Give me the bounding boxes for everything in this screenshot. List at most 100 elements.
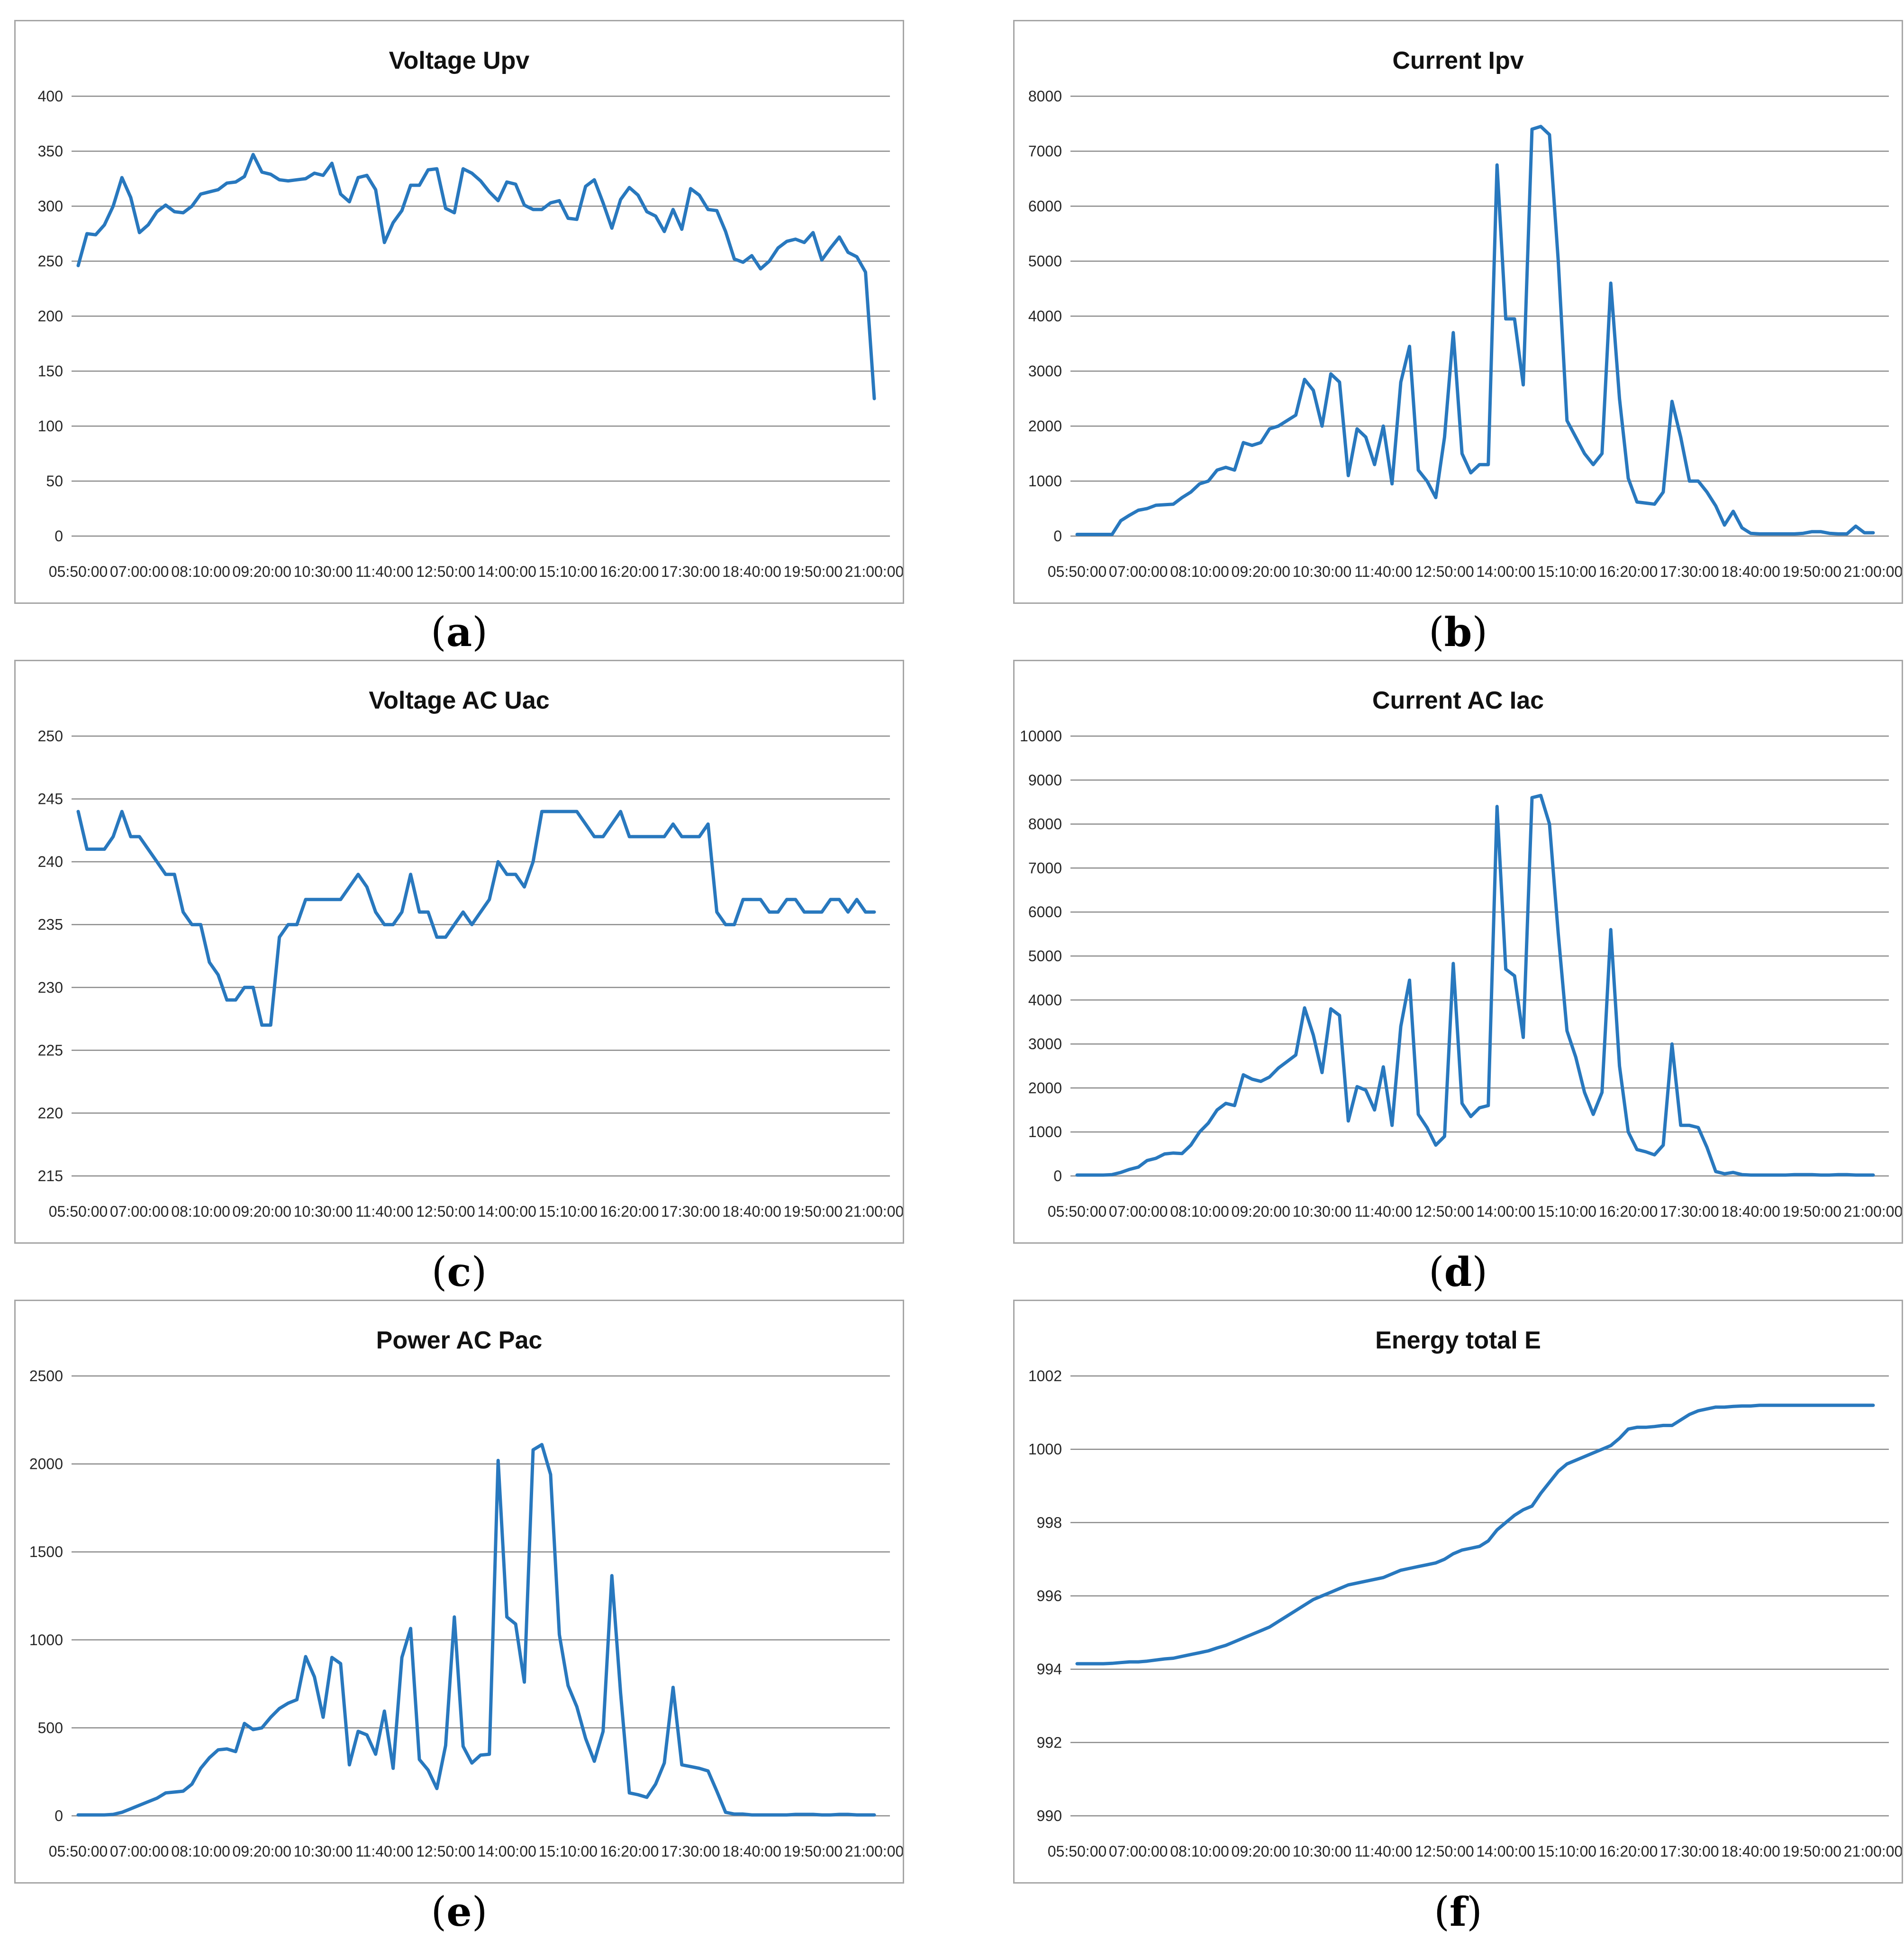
- caption-paren-close: ): [471, 1248, 487, 1295]
- x-tick-label: 07:00:00: [110, 1203, 169, 1220]
- x-tick-label: 08:10:00: [171, 1203, 230, 1220]
- x-tick-label: 09:20:00: [1231, 563, 1290, 580]
- chart-title: Current Ipv: [1392, 47, 1523, 74]
- x-tick-label: 16:20:00: [600, 1843, 659, 1860]
- chart-svg: Voltage Upv 0 50 100 150 200 250 300 350 400 05:50…: [38, 47, 903, 580]
- y-tick-label: 1000: [1028, 1441, 1062, 1458]
- y-tick-label: 8000: [1028, 816, 1062, 833]
- x-tick-label: 14:00:00: [477, 1203, 536, 1220]
- caption-paren-close: ): [1472, 1248, 1488, 1295]
- caption-paren-open: (: [431, 1248, 447, 1295]
- x-tick-label: 05:50:00: [49, 563, 108, 580]
- y-tick-label: 0: [54, 1807, 63, 1824]
- x-tick-label: 15:10:00: [1538, 563, 1597, 580]
- chart-title: Current AC Iac: [1372, 687, 1544, 714]
- caption-letter: c: [447, 1248, 471, 1295]
- x-tick-label: 09:20:00: [1231, 1843, 1290, 1860]
- caption-paren-close: ): [1472, 609, 1488, 655]
- chart-svg: Current AC Iac 0 1000 2000 3000 4000 5000 6000 7…: [1020, 687, 1902, 1220]
- y-tick-label: 1000: [1028, 1123, 1062, 1140]
- caption-letter: a: [446, 608, 472, 656]
- x-tick-label: 08:10:00: [1170, 563, 1229, 580]
- y-tick-label: 2500: [29, 1367, 63, 1384]
- chart-area: Energy total E 990 992 994 996 998 1000 1002 05:…: [1013, 1300, 1903, 1884]
- y-tick-label: 50: [46, 473, 63, 490]
- x-tick-label: 21:00:00: [1844, 563, 1902, 580]
- x-tick-label: 07:00:00: [1109, 1203, 1168, 1220]
- data-line-e: [76, 1443, 876, 1817]
- y-tick-label: 7000: [1028, 143, 1062, 160]
- x-tick-label: 17:30:00: [1660, 1203, 1719, 1220]
- x-tick-label: 05:50:00: [49, 1843, 108, 1860]
- chart-panel-e: Power AC Pac 0 500 1000 1500 2000 2500 05:50:00…: [14, 1300, 904, 1940]
- x-tick-label: 18:40:00: [722, 1203, 781, 1220]
- x-tick-label: 09:20:00: [232, 563, 291, 580]
- y-tick-label: 200: [38, 308, 63, 325]
- y-tick-label: 100: [38, 418, 63, 435]
- y-tick-label: 1000: [29, 1631, 63, 1648]
- y-tick-label: 2000: [1028, 418, 1062, 435]
- y-tick-label: 10000: [1020, 728, 1062, 745]
- x-tick-label: 10:30:00: [1293, 563, 1352, 580]
- chart-title: Voltage Upv: [389, 47, 530, 74]
- y-tick-label: 1500: [29, 1543, 63, 1560]
- chart-area: Current AC Iac 0 1000 2000 3000 4000 5000 6000 7…: [1013, 660, 1903, 1244]
- x-tick-label: 16:20:00: [1599, 563, 1658, 580]
- chart-svg: Current Ipv 0 1000 2000 3000 4000 5000 6000 7000…: [1028, 47, 1902, 580]
- x-tick-label: 16:20:00: [1599, 1203, 1658, 1220]
- x-tick-label: 21:00:00: [845, 563, 903, 580]
- x-tick-label: 14:00:00: [477, 563, 536, 580]
- x-tick-label: 11:40:00: [355, 1203, 413, 1220]
- x-tick-label: 14:00:00: [1476, 1203, 1535, 1220]
- panel-caption: (f): [1013, 1884, 1903, 1940]
- x-tick-label: 16:20:00: [1599, 1843, 1658, 1860]
- x-tick-label: 12:50:00: [416, 563, 475, 580]
- chart-title: Voltage AC Uac: [369, 687, 549, 714]
- x-tick-label: 11:40:00: [1354, 1843, 1412, 1860]
- y-tick-label: 0: [1053, 1167, 1062, 1184]
- x-tick-label: 05:50:00: [1048, 563, 1107, 580]
- x-tick-label: 18:40:00: [1721, 1203, 1780, 1220]
- x-tick-label: 17:30:00: [661, 1843, 720, 1860]
- caption-paren-close: ): [472, 609, 488, 655]
- x-tick-label: 12:50:00: [416, 1203, 475, 1220]
- y-tick-label: 7000: [1028, 859, 1062, 876]
- y-tick-label: 250: [38, 728, 63, 745]
- x-tick-label: 19:50:00: [1783, 1203, 1842, 1220]
- y-tick-label: 1002: [1028, 1367, 1062, 1384]
- caption-paren-close: ): [1467, 1888, 1482, 1935]
- chart-svg: Energy total E 990 992 994 996 998 1000 1002 05:…: [1028, 1327, 1902, 1860]
- x-tick-label: 19:50:00: [784, 1203, 843, 1220]
- x-tick-label: 09:20:00: [232, 1843, 291, 1860]
- x-tick-label: 21:00:00: [1844, 1843, 1902, 1860]
- y-tick-label: 500: [38, 1719, 63, 1736]
- x-tick-label: 10:30:00: [1293, 1203, 1352, 1220]
- y-tick-label: 8000: [1028, 88, 1062, 105]
- x-tick-label: 08:10:00: [171, 563, 230, 580]
- caption-paren-open: (: [1434, 1888, 1450, 1935]
- panel-caption: (c): [14, 1244, 904, 1300]
- x-tick-label: 10:30:00: [294, 563, 353, 580]
- x-tick-label: 14:00:00: [477, 1843, 536, 1860]
- y-tick-label: 235: [38, 916, 63, 933]
- x-tick-label: 07:00:00: [110, 1843, 169, 1860]
- x-tick-label: 15:10:00: [539, 563, 598, 580]
- x-tick-label: 18:40:00: [722, 1843, 781, 1860]
- caption-paren-close: ): [471, 1888, 488, 1935]
- y-tick-label: 6000: [1028, 198, 1062, 215]
- chart-panel-d: Current AC Iac 0 1000 2000 3000 4000 5000 6000 7…: [1013, 660, 1903, 1300]
- x-tick-label: 15:10:00: [1538, 1203, 1597, 1220]
- chart-area: Power AC Pac 0 500 1000 1500 2000 2500 05:50:00…: [14, 1300, 904, 1884]
- y-tick-label: 996: [1037, 1587, 1062, 1604]
- y-tick-label: 4000: [1028, 992, 1062, 1009]
- x-tick-label: 05:50:00: [1048, 1843, 1107, 1860]
- y-tick-label: 240: [38, 853, 63, 870]
- x-tick-label: 15:10:00: [539, 1843, 598, 1860]
- caption-paren-open: (: [431, 1888, 447, 1935]
- x-tick-label: 19:50:00: [1783, 563, 1842, 580]
- x-tick-label: 11:40:00: [1354, 563, 1412, 580]
- chart-area: Voltage Upv 0 50 100 150 200 250 300 350 400 05:50…: [14, 20, 904, 604]
- y-tick-label: 998: [1037, 1514, 1062, 1531]
- x-tick-label: 05:50:00: [1048, 1203, 1107, 1220]
